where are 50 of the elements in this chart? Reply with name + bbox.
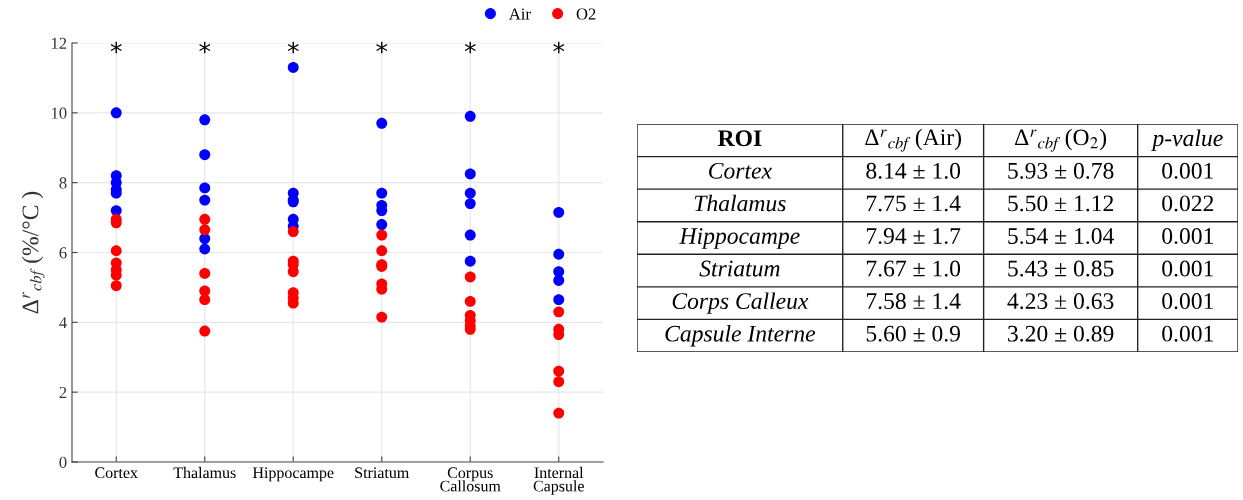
category-label: ROI	[717, 130, 762, 147]
x-tick-label: Striatum	[355, 467, 410, 479]
text: 0.022	[1162, 195, 1214, 212]
y-tick-label: 6	[59, 247, 67, 259]
text: 7.58 ± 1.4	[866, 293, 961, 310]
x-tick-label: Hippocampe	[252, 467, 334, 482]
category-label: Cortex	[709, 162, 772, 179]
text: 7.75 ± 1.4	[866, 195, 961, 212]
text: 8.14 ± 1.0	[866, 162, 961, 179]
x-tick-label: Thalamus	[173, 466, 236, 479]
category-label: Striatum	[699, 260, 780, 277]
x-tick-label: Corpus Callosum	[440, 467, 501, 492]
text: 0.001	[1162, 162, 1213, 179]
category-label: Hippocampe	[679, 228, 800, 249]
text: 5.60 ± 0.9	[866, 325, 961, 342]
y-tick-label: 0	[59, 456, 67, 468]
y-tick-label: 2	[59, 386, 67, 398]
text: 0.001	[1162, 293, 1213, 310]
y-tick-label: 4	[59, 317, 67, 329]
category-label: Δ$^{r}$$_{cbf}$ (Air)	[865, 128, 961, 152]
category-label: Capsule Interne	[665, 325, 816, 347]
category-label: Corps Calleux	[672, 292, 809, 314]
y-tick-label: 10	[51, 107, 67, 119]
legend-label: Air	[508, 8, 531, 20]
legend-label: O2	[576, 8, 596, 20]
text: 0.001	[1162, 227, 1213, 245]
annotation: *	[553, 41, 565, 54]
text: 4.23 ± 0.63	[1007, 293, 1114, 310]
category-label: Thalamus	[694, 194, 786, 212]
x-tick-label: Internal Capsule	[533, 466, 584, 495]
category-label: p-value	[1151, 129, 1223, 151]
text: 5.54 ± 1.04	[1008, 227, 1114, 245]
text: 0.001	[1162, 325, 1213, 342]
text: 7.67 ± 1.0	[866, 260, 961, 277]
y-tick-label: 8	[59, 177, 67, 189]
category-label: Δ$^{r}$$_{cbf}$ (O$_{2}$)	[1015, 128, 1107, 152]
y-tick-label: 12	[51, 37, 67, 49]
text: 5.50 ± 1.12	[1008, 195, 1114, 212]
annotation: *	[199, 41, 211, 54]
text: 5.43 ± 0.85	[1008, 260, 1114, 277]
text: 3.20 ± 0.89	[1008, 325, 1114, 342]
annotation: *	[287, 41, 299, 54]
text: 0.001	[1162, 260, 1213, 277]
annotation: *	[464, 41, 476, 54]
annotation: *	[110, 41, 122, 54]
x-tick-label: Cortex	[95, 467, 138, 479]
text: 5.93 ± 0.78	[1008, 162, 1114, 179]
y-axis-title: Δ$^{r}$$_{cbf}$ (%/°C )	[21, 191, 45, 314]
annotation: *	[376, 41, 388, 54]
text: 7.94 ± 1.7	[866, 228, 961, 245]
